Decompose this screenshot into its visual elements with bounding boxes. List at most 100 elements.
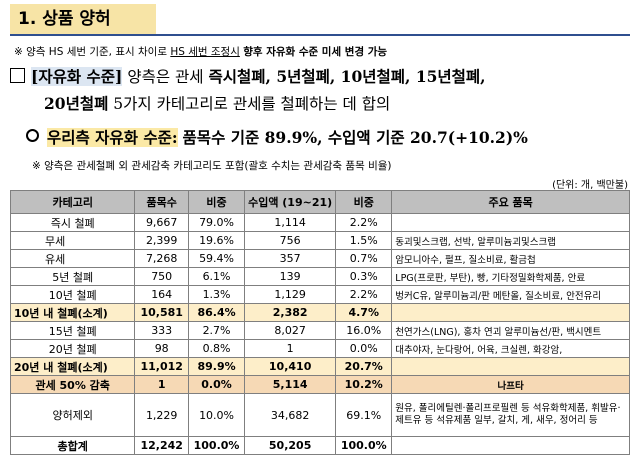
row-category: 즉시 철폐 xyxy=(9,213,136,232)
col-share: 비중 xyxy=(187,190,246,214)
row-import: 1 xyxy=(244,339,337,358)
col-import-share: 비중 xyxy=(335,190,393,214)
sub-text: 품목수 기준 89.9%, 수입액 기준 20.7(+10.2)% xyxy=(182,128,528,147)
row-import-share: 0.7% xyxy=(335,249,393,268)
row-items xyxy=(391,357,630,376)
row-share: 79.0% xyxy=(187,213,246,232)
row-count: 2,399 xyxy=(134,231,189,250)
row-import-share: 100.0% xyxy=(335,436,393,455)
sub-label: 우리측 자유화 수준: xyxy=(47,128,178,147)
row-share: 1.3% xyxy=(187,285,246,304)
row-share: 0.8% xyxy=(187,339,246,358)
col-import: 수입액 (19~21) xyxy=(244,190,337,214)
row-import: 10,410 xyxy=(244,357,337,376)
row-items xyxy=(391,436,630,455)
row-import: 34,682 xyxy=(244,393,337,437)
col-count: 품목수 xyxy=(134,190,189,214)
row-import: 50,205 xyxy=(244,436,337,455)
col-category: 카테고리 xyxy=(9,190,136,214)
row-import-share: 0.3% xyxy=(335,267,393,286)
row-items: 암모니아수, 펄프, 질소비료, 활금첩 xyxy=(391,249,630,268)
tariff-reduction-row: 관세 50% 감축 1 0.0% 5,114 10.2% 나프타 xyxy=(9,375,630,394)
row-category: 5년 철폐 xyxy=(9,267,136,286)
row-items: 천연가스(LNG), 홍차 연괴 알루미늄선/판, 백시멘트 xyxy=(391,321,630,340)
table-header-row: 카테고리 품목수 비중 수입액 (19~21) 비중 주요 품목 xyxy=(9,190,630,214)
hs-note-bold: 향후 자유화 수준 미세 변경 가능 xyxy=(243,46,388,58)
row-import-share: 10.2% xyxy=(335,375,393,394)
hs-note: ※ 양측 HS 세번 기준, 표시 차이로 HS 세번 조정시 향후 자유화 수… xyxy=(14,44,387,59)
liberalization-bullet: [자유화 수준] 양측은 관세 즉시철폐, 5년철폐, 10년철폐, 15년철폐… xyxy=(10,64,630,90)
row-items: LPG(프로판, 부탄), 빵, 기타정밀화학제품, 안료 xyxy=(391,267,630,286)
row-category: 유세 xyxy=(9,249,136,268)
row-category: 관세 50% 감축 xyxy=(9,375,136,394)
checkbox-square-icon xyxy=(10,68,25,83)
section-heading: 1. 상품 양허 xyxy=(10,4,156,34)
subtotal-row: 10년 내 철폐(소계) 10,581 86.4% 2,382 4.7% xyxy=(9,303,630,322)
table-row: 15년 철폐 333 2.7% 8,027 16.0% 천연가스(LNG), 홍… xyxy=(9,321,630,340)
row-count: 333 xyxy=(134,321,189,340)
row-category: 20년 내 철폐(소계) xyxy=(9,357,136,376)
row-share: 100.0% xyxy=(187,436,246,455)
row-count: 98 xyxy=(134,339,189,358)
korea-liberalization: 우리측 자유화 수준: 품목수 기준 89.9%, 수입액 기준 20.7(+1… xyxy=(26,126,528,148)
row-category: 무세 xyxy=(9,231,136,250)
row-import-share: 69.1% xyxy=(335,393,393,437)
row-count: 11,012 xyxy=(134,357,189,376)
row-import: 5,114 xyxy=(244,375,337,394)
row-items xyxy=(391,213,630,232)
row-share: 10.0% xyxy=(187,393,246,437)
row-share: 0.0% xyxy=(187,375,246,394)
unit-label: (단위: 개, 백만불) xyxy=(552,180,628,191)
bullet-label: [자유화 수준] xyxy=(31,67,123,86)
row-import: 357 xyxy=(244,249,337,268)
table-row: 즉시 철폐 9,667 79.0% 1,114 2.2% xyxy=(9,213,630,232)
row-count: 12,242 xyxy=(134,436,189,455)
row-count: 1,229 xyxy=(134,393,189,437)
table-row: 양허제외 1,229 10.0% 34,682 69.1% 원유, 폴리에틸렌·… xyxy=(9,393,630,437)
table-row: 유세 7,268 59.4% 357 0.7% 암모니아수, 펄프, 질소비료,… xyxy=(9,249,630,268)
row-items xyxy=(391,303,630,322)
row-category: 총합계 xyxy=(9,436,136,455)
row-category: 양허제외 xyxy=(9,393,136,437)
row-import-share: 4.7% xyxy=(335,303,393,322)
row-items: 나프타 xyxy=(391,375,630,394)
row-import: 2,382 xyxy=(244,303,337,322)
heading-rule xyxy=(10,34,630,36)
row-share: 86.4% xyxy=(187,303,246,322)
hs-note-underline: HS 세번 조정시 xyxy=(170,46,240,58)
row-import-share: 20.7% xyxy=(335,357,393,376)
row-import-share: 16.0% xyxy=(335,321,393,340)
concession-table: 카테고리 품목수 비중 수입액 (19~21) 비중 주요 품목 즉시 철폐 9… xyxy=(9,190,630,455)
total-row: 총합계 12,242 100.0% 50,205 100.0% xyxy=(9,436,630,455)
table-row: 10년 철폐 164 1.3% 1,129 2.2% 벙커C유, 알루미늄괴/판… xyxy=(9,285,630,304)
row-import: 1,129 xyxy=(244,285,337,304)
row-category: 10년 철폐 xyxy=(9,285,136,304)
row-category: 20년 철폐 xyxy=(9,339,136,358)
row-import-share: 0.0% xyxy=(335,339,393,358)
bullet-text2: 5가지 카테고리로 관세를 철폐하는 데 합의 xyxy=(113,95,391,113)
row-category: 15년 철폐 xyxy=(9,321,136,340)
row-count: 750 xyxy=(134,267,189,286)
subtotal-row: 20년 내 철폐(소계) 11,012 89.9% 10,410 20.7% xyxy=(9,357,630,376)
row-count: 1 xyxy=(134,375,189,394)
row-count: 7,268 xyxy=(134,249,189,268)
bullet-bold2: 20년철폐 xyxy=(44,94,109,113)
row-items: 원유, 폴리에틸렌·폴리프로필렌 등 석유화학제품, 휘발유·제트유 등 석유제… xyxy=(391,393,630,437)
row-share: 59.4% xyxy=(187,249,246,268)
row-import: 756 xyxy=(244,231,337,250)
row-import-share: 1.5% xyxy=(335,231,393,250)
col-items: 주요 품목 xyxy=(391,190,630,214)
row-share: 19.6% xyxy=(187,231,246,250)
table-row: 20년 철폐 98 0.8% 1 0.0% 대추야자, 눈다랑어, 어육, 크실… xyxy=(9,339,630,358)
row-items: 동괴및스크랩, 선박, 알루미늄괴및스크랩 xyxy=(391,231,630,250)
row-share: 89.9% xyxy=(187,357,246,376)
row-share: 6.1% xyxy=(187,267,246,286)
hs-note-prefix: ※ 양측 HS 세번 기준, 표시 차이로 xyxy=(14,46,167,58)
bullet-text1: 양측은 관세 xyxy=(127,68,204,86)
row-import-share: 2.2% xyxy=(335,285,393,304)
row-items: 대추야자, 눈다랑어, 어육, 크실렌, 화강암, xyxy=(391,339,630,358)
table-row: 무세 2,399 19.6% 756 1.5% 동괴및스크랩, 선박, 알루미늄… xyxy=(9,231,630,250)
row-import: 8,027 xyxy=(244,321,337,340)
bullet-bold1: 즉시철폐, 5년철폐, 10년철폐, 15년철폐, xyxy=(208,67,486,86)
row-count: 9,667 xyxy=(134,213,189,232)
